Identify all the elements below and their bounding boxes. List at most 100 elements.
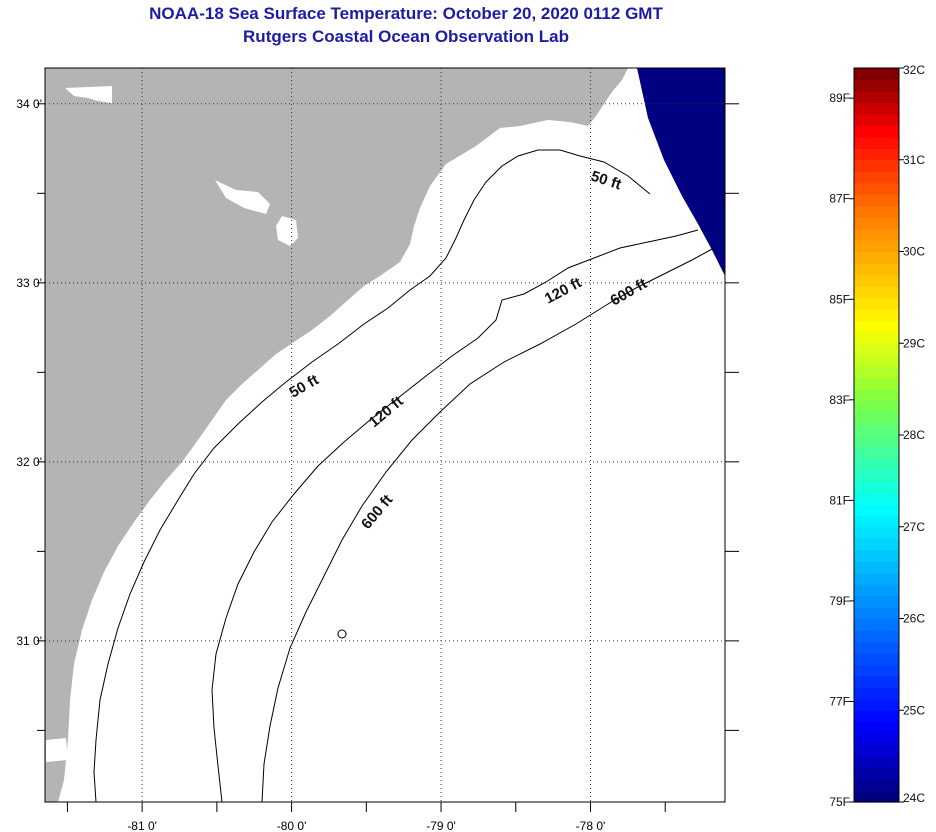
colorbar-stripe [854,687,899,700]
colorbar-stripe [854,285,899,298]
longitude-labels: -81 0' -80 0' -79 0' -78 0' [127,819,605,832]
colorbar-stripe [854,572,899,585]
fahrenheit-label: 77F [829,694,850,708]
colorbar-stripe [854,366,899,379]
colorbar-stripe [854,526,899,539]
colorbar-stripe [854,240,899,253]
celsius-label: 32C [903,63,925,77]
colorbar-stripe [854,205,899,218]
colorbar-frame [853,67,900,803]
colorbar-stripe [854,331,899,344]
lon-label: -78 0' [576,819,606,832]
contour-600ft [261,247,715,802]
colorbar-stripe [854,595,899,608]
colorbar-stripe [854,618,899,631]
celsius-label: 31C [903,153,925,167]
colorbar-stripe [854,102,899,115]
colorbar-stripe [854,733,899,746]
colorbar-stripe [854,767,899,780]
sst-map: 50 ft 50 ft 120 ft 120 ft 600 ft 600 ft … [16,67,739,832]
colorbar-stripe [854,343,899,356]
colorbar-stripe [854,446,899,459]
colorbar-stripe [854,182,899,195]
colorbar-stripe [854,756,899,769]
colorbar-stripe [854,113,899,126]
lon-label: -80 0' [277,819,307,832]
land-area [45,68,628,802]
colorbar-stripe [854,400,899,413]
colorbar-stripe [854,744,899,757]
colorbar-stripe [854,389,899,402]
colorbar-stripe [854,90,899,104]
latitude-labels: 34 0' 33 0' 32 0' 31 0' [16,97,42,648]
contour-120ft [211,229,699,802]
axis-ticks [37,103,739,812]
fahrenheit-label: 85F [829,292,850,306]
colorbar-stripes [854,68,899,803]
colorbar-stripe [854,515,899,528]
colorbar-stripe [854,136,899,149]
celsius-label: 26C [903,612,925,626]
colorbar-stripe [854,251,899,264]
lon-label: -81 0' [127,819,157,832]
colorbar-stripe [854,262,899,276]
land-gap [46,738,68,762]
colorbar-stripe [854,171,899,184]
colorbar-stripe [854,629,899,643]
colorbar-stripe [854,698,899,711]
colorbar-stripe [854,469,899,482]
fahrenheit-label: 83F [829,393,850,407]
colorbar-stripe [854,607,899,620]
land-gap [65,86,112,103]
map-title: NOAA-18 Sea Surface Temperature: October… [149,4,663,23]
celsius-label: 25C [903,703,925,717]
colorbar-stripe [854,561,899,574]
lat-label: 33 0' [16,276,42,290]
graticule [45,68,725,802]
fahrenheit-label: 87F [829,192,850,206]
contour-50ft [93,149,651,802]
colorbar-stripe [854,584,899,597]
celsius-label: 27C [903,520,925,534]
seamount-contour [337,629,347,639]
fahrenheit-label: 75F [829,795,850,809]
colorbar-stripe [854,217,899,230]
colorbar-stripe [854,423,899,436]
colorbar-stripe [854,492,899,505]
celsius-label: 28C [903,428,925,442]
colorbar-stripe [854,308,899,321]
colorbar-stripe [854,68,899,81]
colorbar-stripe [854,480,899,493]
colorbar-stripe [854,148,899,161]
colorbar-stripe [854,159,899,172]
colorbar-stripe [854,125,899,138]
colorbar-stripe [854,297,899,310]
colorbar-stripe [854,457,899,471]
fahrenheit-label: 89F [829,91,850,105]
cloud-patch [637,68,725,276]
colorbar-stripe [854,710,899,723]
colorbar-stripe [854,503,899,516]
colorbar-stripe [854,721,899,734]
lon-label: -79 0' [426,819,456,832]
colorbar-stripe [854,790,899,803]
colorbar-stripe [854,354,899,367]
celsius-labels: 32C 31C 30C 29C 28C 27C 26C 25C 24C [899,63,925,805]
land-gap [215,180,270,214]
colorbar-stripe [854,652,899,665]
colorbar-stripe [854,274,899,287]
fahrenheit-labels: 89F 87F 85F 83F 81F 79F 77F 75F [829,91,854,809]
fahrenheit-label: 81F [829,493,850,507]
colorbar-stripe [854,320,899,333]
colorbar-stripe [854,538,899,551]
fahrenheit-label: 79F [829,594,850,608]
lat-label: 34 0' [16,97,42,111]
colorbar-stripe [854,79,899,92]
celsius-label: 30C [903,245,925,259]
colorbar-stripe [854,664,899,677]
lat-label: 32 0' [16,455,42,469]
colorbar-stripe [854,228,899,241]
colorbar-stripe [854,412,899,425]
colorbar-stripe [854,641,899,654]
celsius-label: 29C [903,336,925,350]
